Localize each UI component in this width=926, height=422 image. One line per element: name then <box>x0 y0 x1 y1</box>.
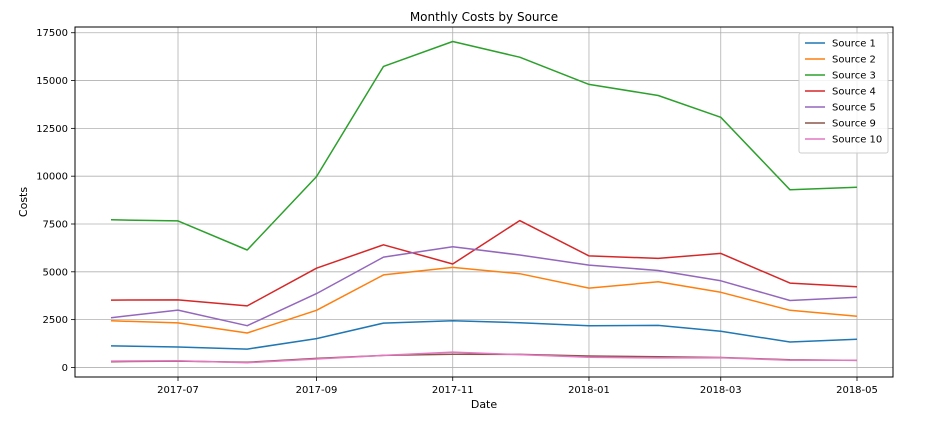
legend-label: Source 4 <box>832 87 876 98</box>
legend-label: Source 3 <box>832 71 876 82</box>
legend-label: Source 10 <box>832 135 882 146</box>
legend: Source 1 Source 2 Source 3 Source 4 Source 5… <box>798 32 889 154</box>
x-axis-ticks: 2017-07 2017-09 2017-11 2018-01 2018-03 2018-… <box>157 377 878 396</box>
y-tick-label: 0 <box>62 363 68 374</box>
x-axis-title: Date <box>471 398 498 411</box>
y-tick-label: 17500 <box>36 28 68 39</box>
y-tick-label: 5000 <box>43 267 68 278</box>
series-line-source-1 <box>110 320 858 350</box>
y-axis-ticks: 0 2500 5000 7500 10000 12500 15000 17500 <box>36 28 75 374</box>
series-line-source-5 <box>110 246 858 327</box>
x-tick-label: 2017-11 <box>432 385 474 396</box>
y-tick-label: 2500 <box>43 315 68 326</box>
series-line-source-10 <box>110 351 857 364</box>
x-tick-label: 2017-07 <box>157 385 199 396</box>
series-line-source-3 <box>110 40 858 251</box>
y-tick-label: 15000 <box>36 76 68 87</box>
y-tick-label: 12500 <box>36 124 68 135</box>
chart-title: Monthly Costs by Source <box>410 10 558 24</box>
series-line-source-4 <box>110 219 858 307</box>
y-tick-label: 10000 <box>36 172 68 183</box>
series-lines <box>110 40 858 364</box>
gridlines <box>75 27 893 377</box>
x-tick-label: 2018-03 <box>700 385 742 396</box>
legend-label: Source 1 <box>832 39 876 50</box>
series-line-source-2 <box>110 266 858 334</box>
legend-label: Source 5 <box>832 103 876 114</box>
x-tick-label: 2017-09 <box>296 385 338 396</box>
x-tick-label: 2018-05 <box>836 385 878 396</box>
legend-label: Source 2 <box>832 55 876 66</box>
plot-frame <box>74 26 894 378</box>
legend-label: Source 9 <box>832 119 876 130</box>
y-axis-title: Costs <box>17 187 30 217</box>
y-tick-label: 7500 <box>43 219 68 230</box>
x-tick-label: 2018-01 <box>568 385 610 396</box>
